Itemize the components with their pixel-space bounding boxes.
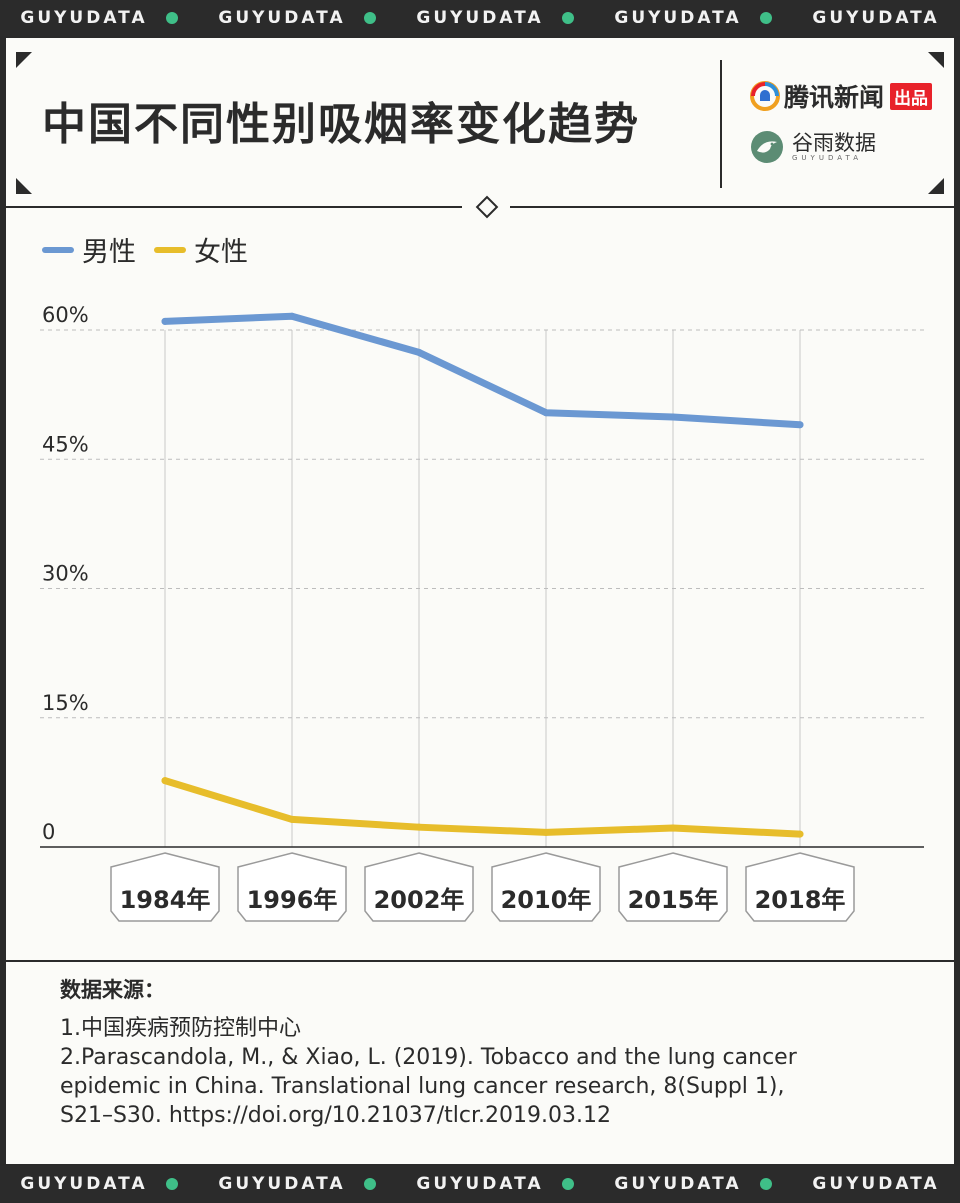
source-line: 2.Parascandola, M., & Xiao, L. (2019). T… bbox=[60, 1045, 797, 1070]
x-category-badge bbox=[237, 852, 347, 922]
band-segment: GUYUDATA bbox=[812, 1174, 939, 1194]
green-dot-icon bbox=[165, 1178, 178, 1190]
male-data-point bbox=[288, 312, 296, 320]
smoking-rate-line-chart: 0 15% 30% 45% 60% 1984年 1996年 2002年 2010年 2015年 20… bbox=[40, 303, 924, 922]
legend-swatch-male bbox=[42, 246, 74, 253]
female-data-point bbox=[669, 824, 677, 832]
band-text: GUYUDATA bbox=[218, 1174, 346, 1194]
guyu-data-logo: 谷雨数据 GUYUDATA bbox=[750, 130, 876, 164]
chart-legend: 男性 女性 bbox=[42, 230, 248, 269]
band-segment: GUYUDATA bbox=[812, 8, 939, 28]
top-brand-band: GUYUDATA GUYUDATA GUYUDATA GUYUDATA GUYU… bbox=[0, 0, 960, 36]
legend-swatch-female bbox=[154, 246, 186, 253]
band-segment: GUYUDATA bbox=[20, 1174, 178, 1194]
y-tick-label: 60% bbox=[42, 303, 89, 327]
tencent-name: 腾讯新闻 bbox=[784, 83, 885, 112]
x-tick-label: 2010年 bbox=[501, 886, 592, 914]
source-line: epidemic in China. Translational lung ca… bbox=[60, 1074, 785, 1099]
band-text: GUYUDATA bbox=[614, 8, 742, 28]
y-tick-label: 45% bbox=[42, 432, 89, 456]
legend-item-female: 女性 bbox=[154, 230, 248, 269]
tencent-tag: 出品 bbox=[890, 82, 933, 110]
header-divider bbox=[720, 60, 722, 188]
band-segment: GUYUDATA bbox=[416, 8, 574, 28]
band-text: GUYUDATA bbox=[218, 8, 346, 28]
x-tick-label: 2002年 bbox=[374, 886, 465, 914]
male-data-point bbox=[796, 421, 804, 429]
page-title: 中国不同性别吸烟率变化趋势 bbox=[42, 99, 640, 150]
band-text: GUYUDATA bbox=[812, 1174, 940, 1194]
bottom-brand-band: GUYUDATA GUYUDATA GUYUDATA GUYUDATA GUYU… bbox=[0, 1166, 960, 1202]
x-category-badge bbox=[491, 852, 601, 922]
green-dot-icon bbox=[759, 12, 772, 24]
female-data-point bbox=[415, 823, 423, 831]
female-data-point bbox=[542, 828, 550, 836]
male-data-point bbox=[542, 409, 550, 417]
tencent-bell-icon bbox=[750, 81, 780, 111]
green-dot-icon bbox=[561, 12, 574, 24]
green-dot-icon bbox=[759, 1178, 772, 1190]
x-category-badge bbox=[364, 852, 474, 922]
band-text: GUYUDATA bbox=[614, 1174, 742, 1194]
female-data-point bbox=[796, 830, 804, 838]
legend-label-male: 男性 bbox=[82, 237, 136, 268]
guyu-sub: GUYUDATA bbox=[792, 154, 862, 162]
guyu-name: 谷雨数据 bbox=[792, 131, 876, 155]
corner-mark-icon bbox=[928, 52, 944, 68]
female-data-point bbox=[161, 777, 169, 785]
section-divider-right bbox=[510, 206, 954, 208]
legend-item-male: 男性 bbox=[42, 230, 136, 269]
corner-mark-icon bbox=[928, 178, 944, 194]
bird-logo-icon bbox=[751, 131, 783, 163]
band-segment: GUYUDATA bbox=[614, 1174, 772, 1194]
band-text: GUYUDATA bbox=[416, 8, 544, 28]
band-segment: GUYUDATA bbox=[20, 8, 178, 28]
tencent-news-logo: 腾讯新闻 出品 bbox=[750, 78, 933, 114]
male-data-point bbox=[161, 317, 169, 325]
green-dot-icon bbox=[165, 12, 178, 24]
band-text: GUYUDATA bbox=[416, 1174, 544, 1194]
male-data-point bbox=[669, 413, 677, 421]
x-tick-label: 2015年 bbox=[628, 886, 719, 914]
green-dot-icon bbox=[363, 1178, 376, 1190]
legend-label-female: 女性 bbox=[194, 237, 248, 268]
source-line: 1.中国疾病预防控制中心 bbox=[60, 1016, 301, 1041]
green-dot-icon bbox=[561, 1178, 574, 1190]
x-tick-label: 2018年 bbox=[755, 886, 846, 914]
male-data-point bbox=[415, 348, 423, 356]
y-tick-label: 30% bbox=[42, 562, 89, 586]
female-series-line bbox=[161, 777, 804, 838]
infographic-card: 中国不同性别吸烟率变化趋势 腾讯新闻 出品 谷雨数据 GUYUDATA 男性 bbox=[6, 38, 954, 1164]
band-segment: GUYUDATA bbox=[416, 1174, 574, 1194]
x-category-badge bbox=[745, 852, 855, 922]
band-segment: GUYUDATA bbox=[218, 8, 376, 28]
sources-list: 1.中国疾病预防控制中心 2.Parascandola, M., & Xiao,… bbox=[60, 1014, 920, 1130]
x-tick-label: 1984年 bbox=[120, 886, 211, 914]
sources-divider bbox=[6, 960, 954, 962]
y-tick-label: 15% bbox=[42, 691, 89, 715]
band-segment: GUYUDATA bbox=[614, 8, 772, 28]
sources-title: 数据来源： bbox=[60, 978, 165, 1002]
female-data-point bbox=[288, 815, 296, 823]
section-divider-left bbox=[6, 206, 462, 208]
x-tick-label: 1996年 bbox=[247, 886, 338, 914]
band-text: GUYUDATA bbox=[812, 8, 940, 28]
band-segment: GUYUDATA bbox=[218, 1174, 376, 1194]
corner-mark-icon bbox=[16, 178, 32, 194]
male-series-line bbox=[161, 312, 804, 429]
x-category-badge bbox=[618, 852, 728, 922]
band-text: GUYUDATA bbox=[20, 8, 148, 28]
corner-mark-icon bbox=[16, 52, 32, 68]
y-tick-label: 0 bbox=[42, 820, 55, 844]
band-text: GUYUDATA bbox=[20, 1174, 148, 1194]
green-dot-icon bbox=[363, 12, 376, 24]
source-line: S21–S30. https://doi.org/10.21037/tlcr.2… bbox=[60, 1103, 611, 1128]
x-category-badge bbox=[110, 852, 220, 922]
